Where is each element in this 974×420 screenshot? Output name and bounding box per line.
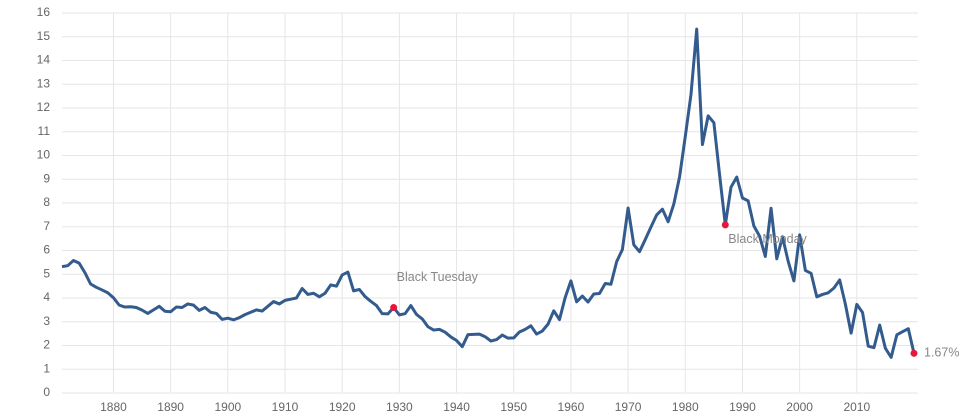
y-tick-label: 0 — [43, 385, 50, 399]
y-tick-label: 12 — [37, 100, 51, 114]
y-tick-label: 16 — [37, 5, 51, 19]
y-tick-label: 11 — [38, 124, 51, 138]
x-tick-label: 2010 — [843, 400, 870, 414]
annotation-point — [390, 304, 398, 311]
annotation-point — [721, 221, 729, 229]
y-tick-label: 10 — [37, 148, 51, 162]
x-tick-label: 1980 — [672, 400, 699, 414]
x-tick-label: 1970 — [615, 400, 642, 414]
y-tick-label: 15 — [37, 29, 51, 43]
x-tick-label: 1890 — [157, 400, 184, 414]
x-tick-label: 1990 — [729, 400, 756, 414]
annotation-point — [910, 349, 918, 357]
line — [61, 27, 916, 359]
x-tick-label: 1880 — [100, 400, 127, 414]
y-tick-label: 13 — [37, 76, 51, 90]
annotation-label: Black Monday — [728, 232, 807, 246]
y-tick-label: 6 — [43, 243, 50, 257]
y-tick-label: 7 — [43, 219, 50, 233]
x-tick-label: 1960 — [558, 400, 585, 414]
y-tick-label: 14 — [37, 53, 51, 67]
y-tick-label: 5 — [43, 266, 50, 280]
x-tick-label: 1940 — [443, 400, 470, 414]
y-tick-label: 9 — [43, 171, 50, 185]
annotation-label: 1.67% — [924, 346, 959, 360]
x-tick-label: 1950 — [500, 400, 527, 414]
x-tick-label: 1930 — [386, 400, 413, 414]
x-tick-label: 1920 — [329, 400, 356, 414]
y-tick-label: 3 — [43, 314, 50, 328]
x-tick-label: 2000 — [786, 400, 813, 414]
x-tick-label: 1900 — [214, 400, 241, 414]
y-tick-label: 4 — [43, 290, 50, 304]
y-tick-label: 1 — [43, 361, 50, 375]
annotation-label: Black Tuesday — [397, 270, 479, 284]
y-tick-label: 2 — [43, 338, 50, 352]
x-tick-label: 1910 — [272, 400, 299, 414]
y-tick-label: 8 — [43, 195, 50, 209]
